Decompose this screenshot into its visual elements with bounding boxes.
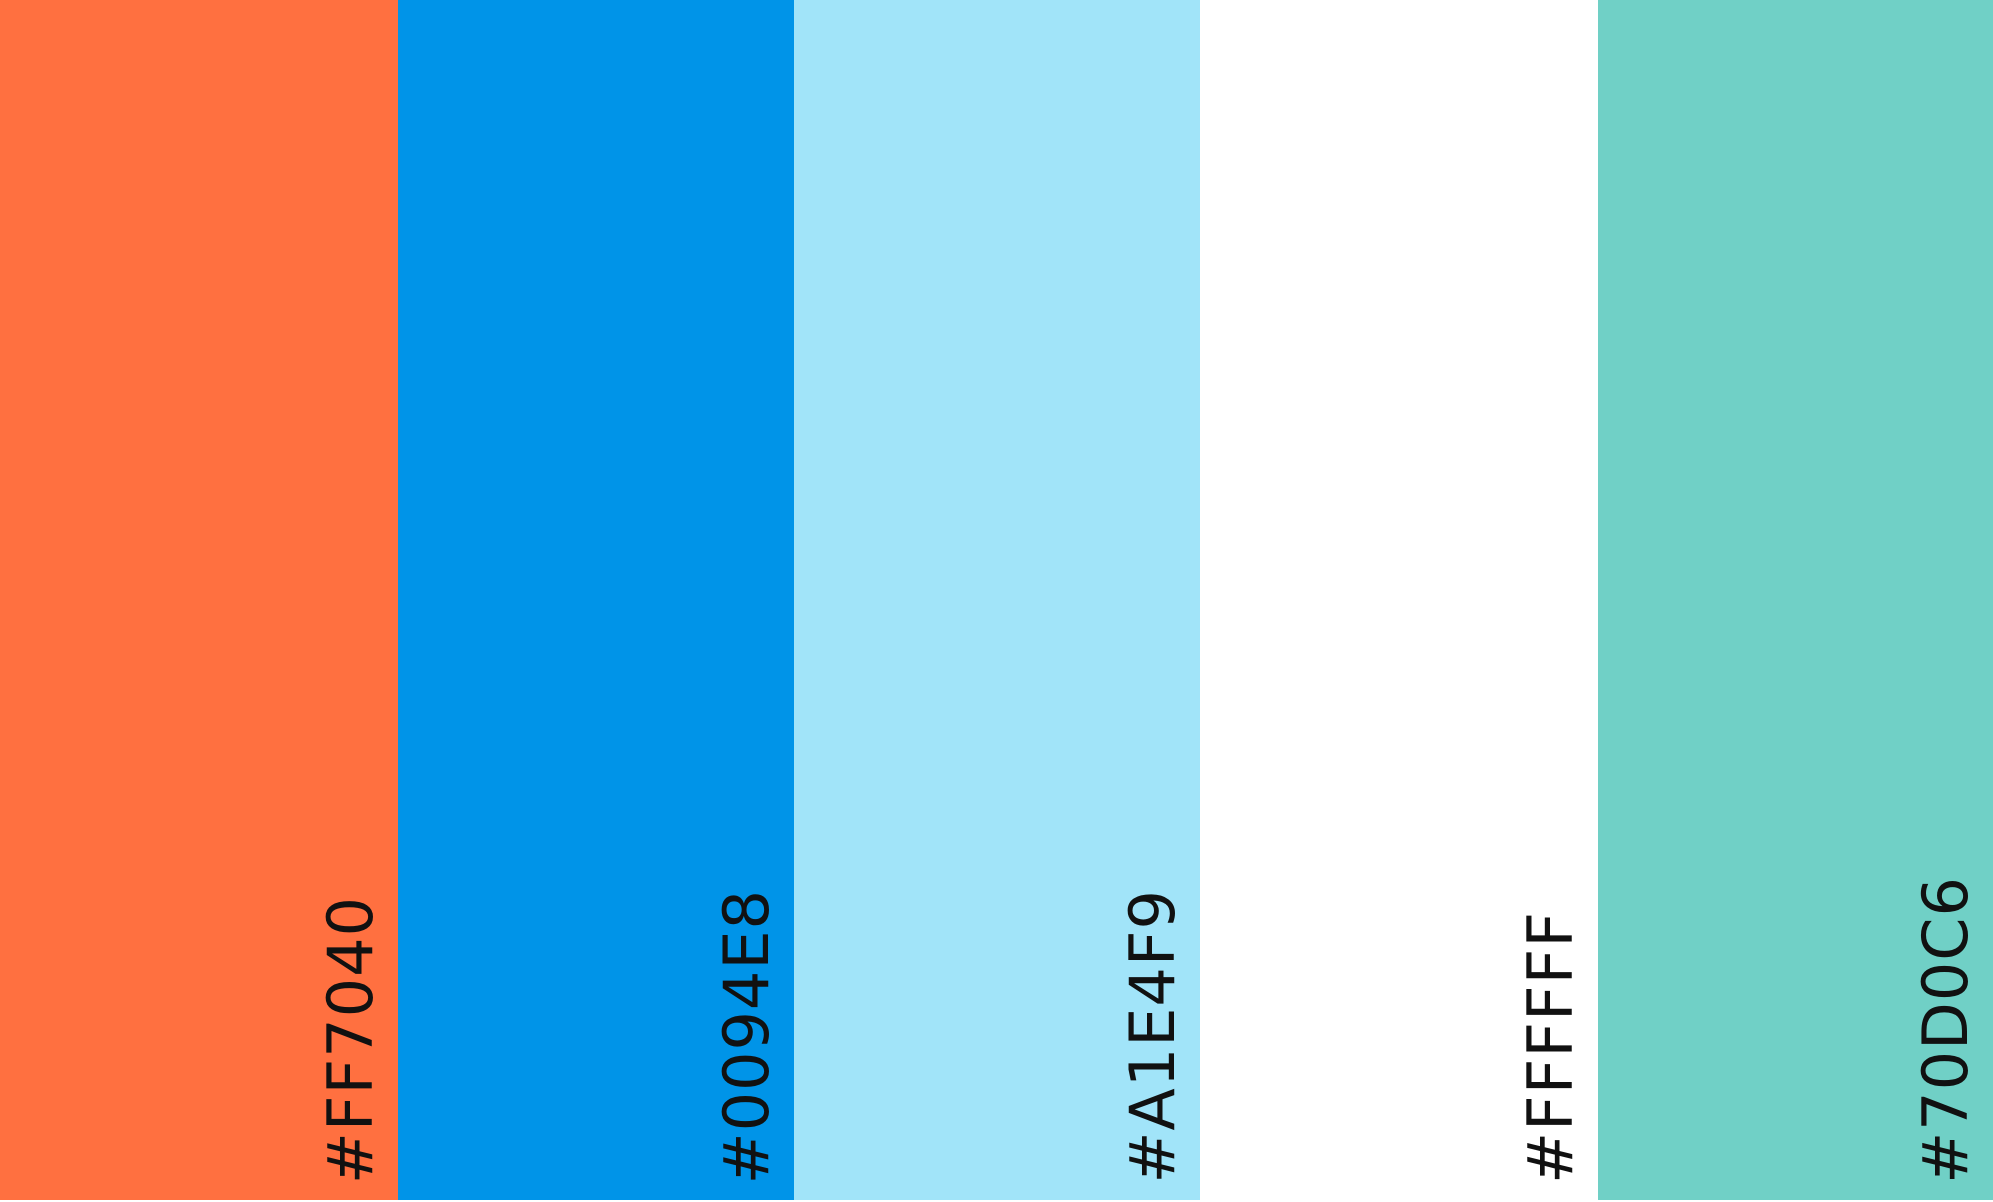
color-swatch-3-label: #A1E4F9 — [1116, 889, 1189, 1184]
color-swatch-5-label: #70D0C6 — [1909, 876, 1982, 1184]
color-swatch-2-label: #0094E8 — [710, 888, 783, 1184]
color-swatch-3: #A1E4F9 — [794, 0, 1200, 1200]
color-swatch-5: #70D0C6 — [1598, 0, 1993, 1200]
color-swatch-4-label: #FFFFFF — [1514, 911, 1587, 1184]
color-swatch-1: #FF7040 — [0, 0, 398, 1200]
color-swatch-1-label: #FF7040 — [314, 895, 387, 1184]
color-swatch-2: #0094E8 — [398, 0, 794, 1200]
color-swatch-4: #FFFFFF — [1200, 0, 1598, 1200]
